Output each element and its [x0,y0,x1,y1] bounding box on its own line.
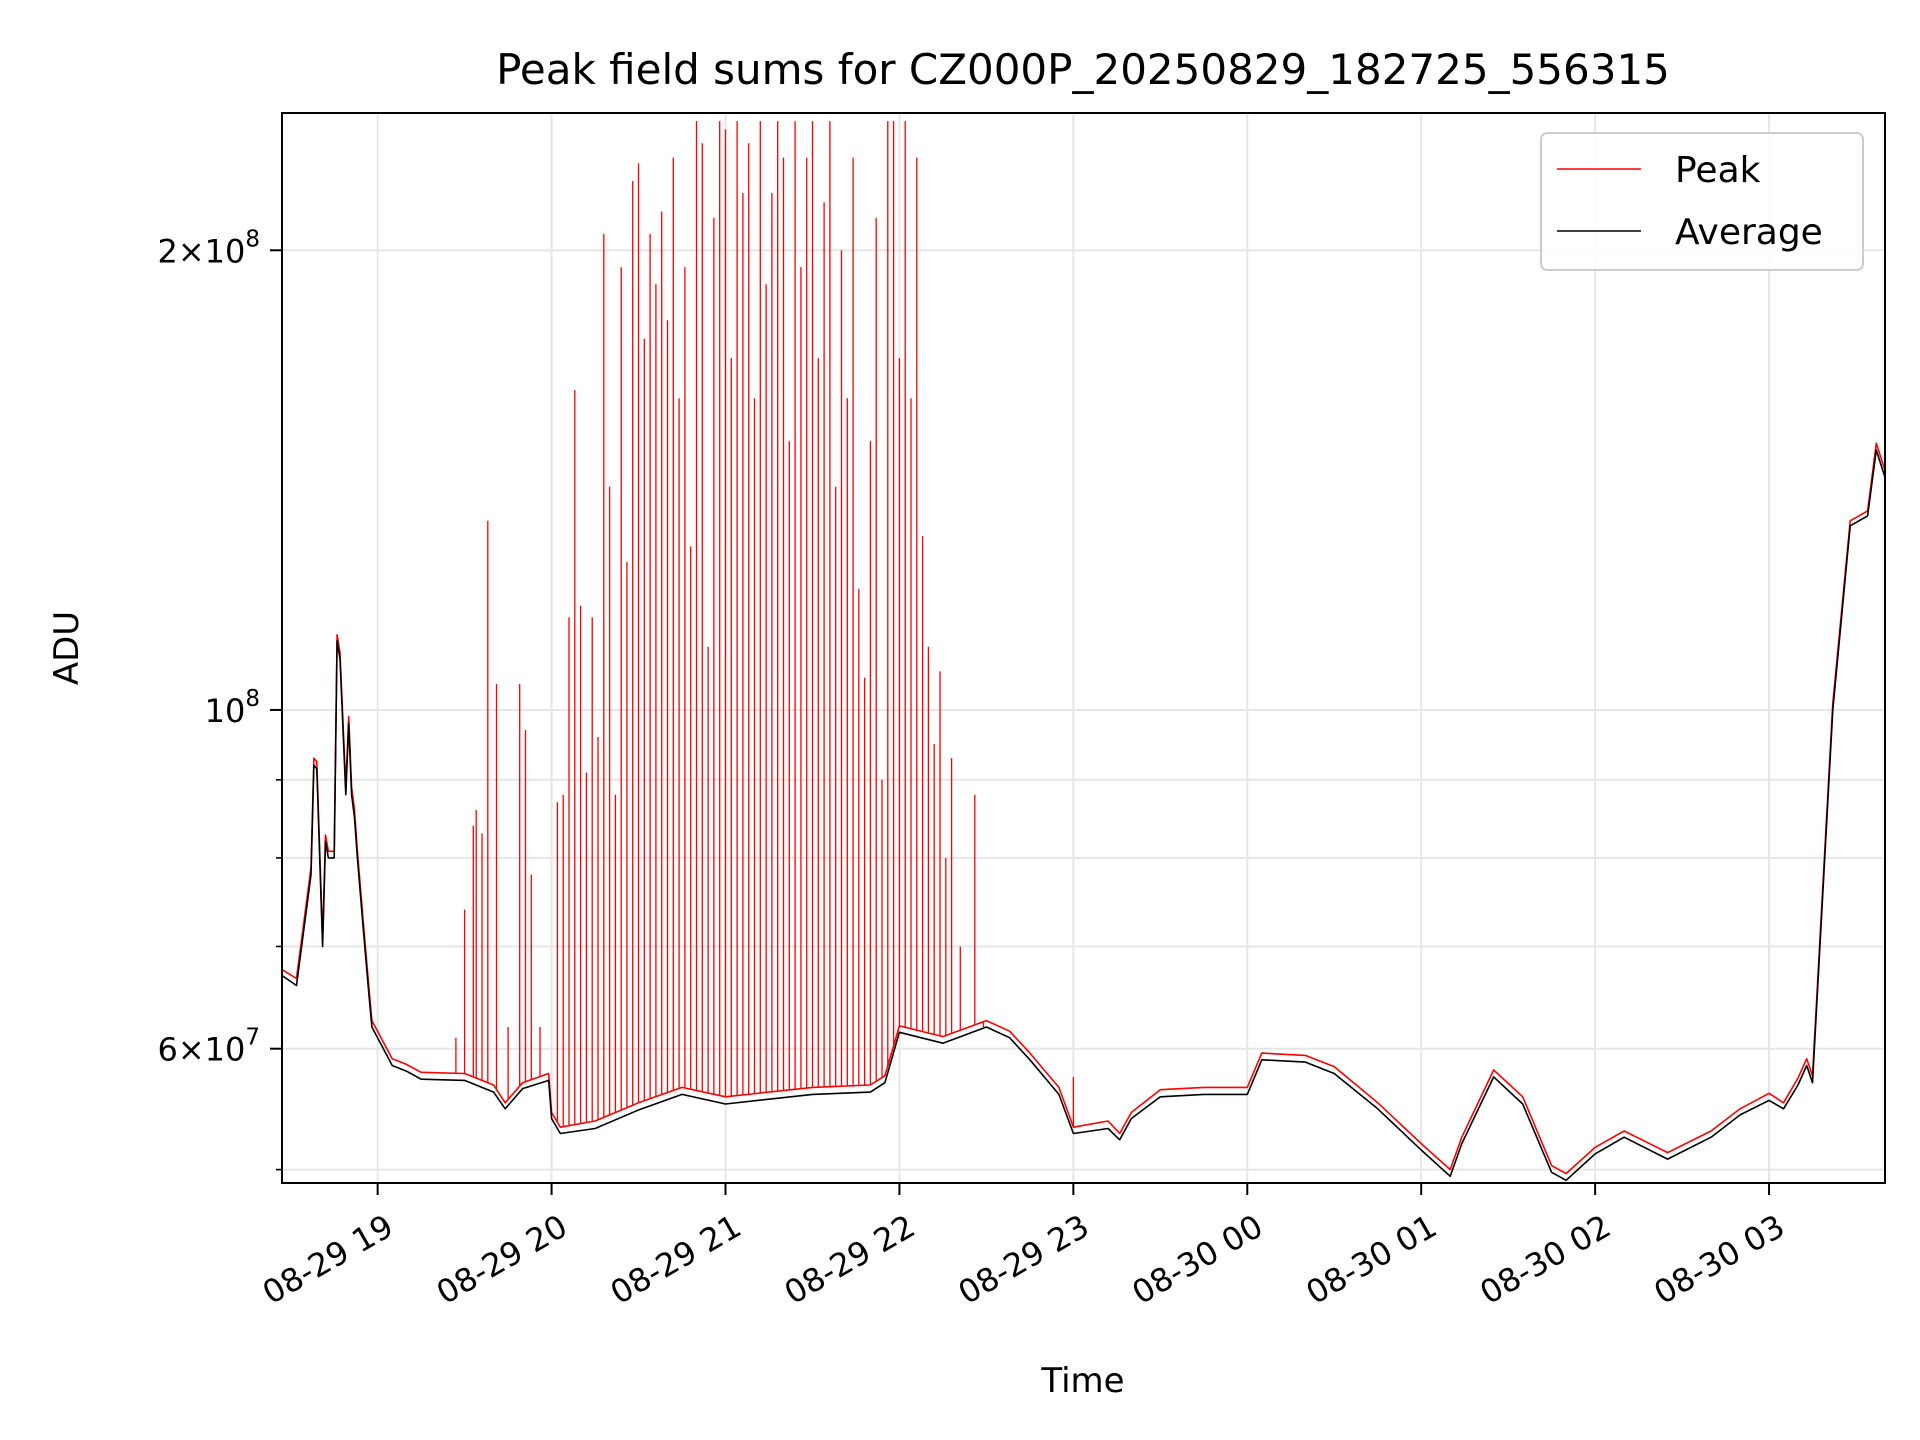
x-axis-label: Time [1040,1361,1124,1401]
y-tick-times-ten: ×10 [178,1031,246,1069]
chart-title: Peak field sums for CZ000P_20250829_1827… [496,45,1670,94]
legend: Peak Average [1540,132,1864,271]
y-tick-label: 108 [205,686,260,730]
legend-average-label: Average [1675,212,1823,253]
legend-peak-label: Peak [1675,150,1761,191]
y-tick-ten: 10 [205,692,246,730]
y-axis-label: ADU [47,611,87,685]
y-tick-exponent: 7 [245,1025,260,1051]
y-tick-times-ten: ×10 [178,232,246,270]
y-tick-label: 2×108 [157,226,260,270]
y-tick-exponent: 8 [245,226,260,252]
plot-area [282,121,1885,1182]
plot-frame [281,112,1886,1184]
y-tick-mantissa: 2 [157,232,177,270]
legend-box [1540,132,1864,271]
y-tick-exponent: 8 [245,686,260,712]
peak-spikes [455,121,1075,1128]
average-series-line [282,449,1885,1182]
y-gridlines [282,249,1885,1171]
y-tick-mantissa: 6 [157,1031,177,1069]
y-tick-label: 6×107 [157,1025,260,1069]
